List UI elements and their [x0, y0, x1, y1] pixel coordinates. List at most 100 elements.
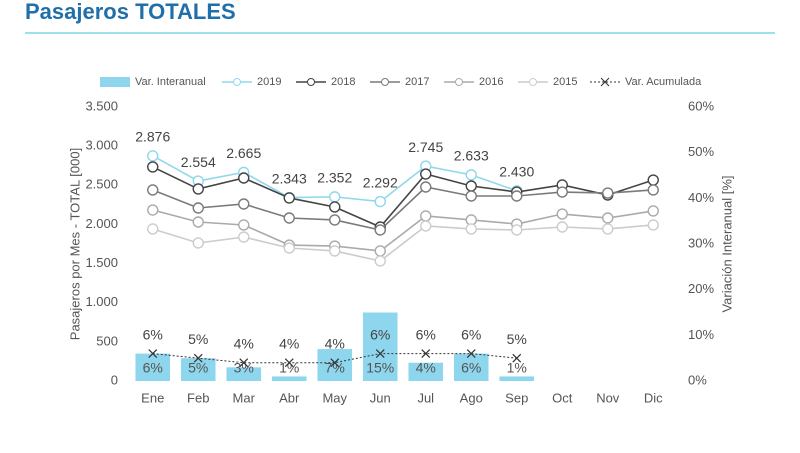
- legend-marker: [455, 78, 463, 86]
- marker: [420, 220, 432, 232]
- legend-label: Var. Acumulada: [625, 76, 702, 88]
- x-tick-label: Jul: [417, 390, 434, 405]
- marker: [511, 224, 523, 236]
- x-tick-label: Oct: [552, 390, 573, 405]
- bar-label: 5%: [188, 360, 208, 376]
- legend-marker: [233, 78, 241, 86]
- y-tick-label: 0: [111, 372, 118, 387]
- marker: [602, 223, 614, 235]
- marker: [283, 212, 295, 224]
- bar: [499, 376, 535, 381]
- y-tick-label: 3.500: [85, 98, 118, 113]
- data-label: 2.876: [135, 129, 170, 145]
- y-tick-label: 2.000: [85, 216, 118, 231]
- marker: [466, 349, 476, 359]
- data-label: 4%: [279, 335, 299, 351]
- bar: [226, 367, 262, 381]
- x-tick-label: Feb: [187, 390, 209, 405]
- bar-label: 15%: [366, 360, 394, 376]
- y2-axis-label: Variación Interanual [%]: [719, 175, 734, 312]
- data-label: 2.343: [272, 170, 307, 186]
- marker: [192, 237, 204, 249]
- x-tick-label: May: [322, 390, 347, 405]
- data-label: 6%: [143, 326, 163, 342]
- data-label: 4%: [234, 335, 254, 351]
- line: [152, 353, 517, 364]
- y2-tick-label: 40%: [688, 190, 714, 205]
- marker: [465, 223, 477, 235]
- marker: [238, 219, 250, 231]
- y-axis-label: Pasajeros por Mes - TOTAL [000]: [67, 148, 82, 340]
- marker: [238, 172, 250, 184]
- marker: [192, 216, 204, 228]
- marker: [465, 180, 477, 192]
- line: [152, 224, 654, 262]
- bar-label: 4%: [416, 360, 436, 376]
- marker: [602, 187, 614, 199]
- data-label: 4%: [325, 335, 345, 351]
- y2-tick-label: 50%: [688, 144, 714, 159]
- marker: [512, 353, 522, 363]
- marker: [465, 169, 477, 181]
- y-tick-label: 1.500: [85, 255, 118, 270]
- y2-tick-label: 20%: [688, 281, 714, 296]
- marker: [193, 353, 203, 363]
- marker: [238, 231, 250, 243]
- marker: [647, 219, 659, 231]
- data-label: 2.745: [408, 139, 443, 155]
- legend-label: Var. Interanual: [135, 76, 206, 88]
- marker: [284, 358, 294, 368]
- data-label: 5%: [507, 331, 527, 347]
- marker: [192, 202, 204, 214]
- bar: [317, 349, 353, 381]
- x-tick-label: Ago: [460, 390, 483, 405]
- x-tick-label: Dic: [644, 390, 663, 405]
- legend-label: 2017: [405, 76, 429, 88]
- line: [152, 186, 654, 231]
- marker: [238, 198, 250, 210]
- marker: [374, 245, 386, 257]
- marker: [283, 242, 295, 254]
- legend-marker: [381, 78, 389, 86]
- chart-title: Pasajeros TOTALES: [25, 0, 236, 24]
- marker: [374, 195, 386, 208]
- legend-marker: [307, 78, 315, 86]
- marker: [192, 183, 204, 195]
- data-label: 2.665: [226, 145, 261, 161]
- marker: [556, 221, 568, 233]
- marker: [375, 349, 385, 359]
- marker: [147, 150, 159, 162]
- x-tick-label: Ene: [141, 390, 164, 405]
- legend-label: 2018: [331, 76, 355, 88]
- marker: [147, 184, 159, 196]
- marker: [329, 245, 341, 257]
- legend-marker: [529, 78, 537, 86]
- bar: [135, 353, 171, 381]
- bar: [453, 353, 489, 381]
- marker: [556, 186, 568, 198]
- bar-label: 6%: [461, 360, 481, 376]
- legend-swatch: [100, 77, 130, 87]
- y-tick-label: 2.500: [85, 177, 118, 192]
- marker: [420, 181, 432, 193]
- marker: [647, 174, 659, 186]
- bar: [362, 312, 398, 381]
- marker: [148, 349, 158, 359]
- y-tick-label: 1.000: [85, 294, 118, 309]
- marker: [647, 205, 659, 217]
- bar-label: 7%: [325, 360, 345, 376]
- marker: [465, 190, 477, 202]
- x-tick-label: Mar: [233, 390, 256, 405]
- data-label: 6%: [370, 326, 390, 342]
- marker: [421, 349, 431, 359]
- marker: [283, 192, 295, 204]
- data-label: 2.352: [317, 170, 352, 186]
- marker: [420, 210, 432, 222]
- legend-label: 2015: [553, 76, 577, 88]
- bar: [408, 362, 444, 381]
- marker: [602, 212, 614, 224]
- y2-tick-label: 10%: [688, 327, 714, 342]
- marker: [374, 224, 386, 236]
- y-tick-label: 500: [96, 333, 118, 348]
